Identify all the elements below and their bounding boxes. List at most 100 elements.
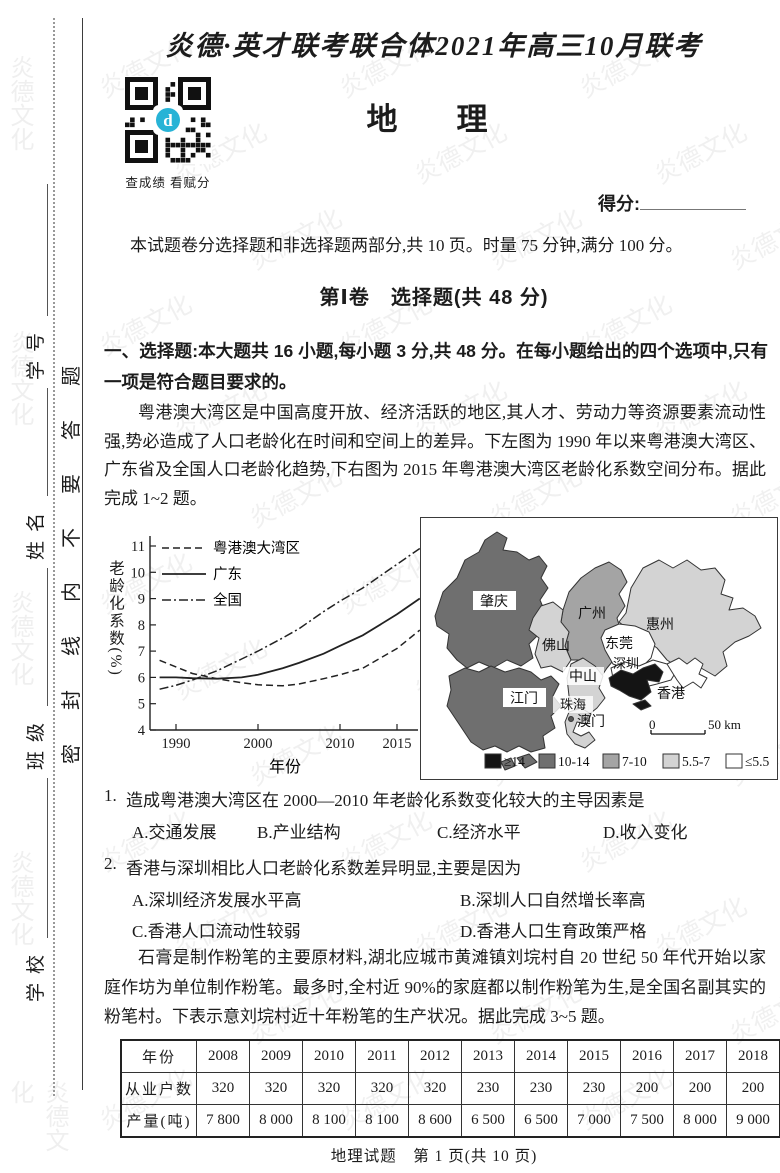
row-header: 从业户数 [120, 1072, 198, 1105]
score-blank-line[interactable] [640, 193, 746, 210]
table-cell: 320 [408, 1072, 463, 1105]
svg-text:珠海: 珠海 [560, 697, 586, 712]
option[interactable]: B.产业结构 [257, 823, 341, 842]
table-cell: 320 [355, 1072, 410, 1105]
svg-text:4: 4 [138, 723, 146, 739]
svg-text:≤5.5: ≤5.5 [745, 754, 770, 769]
series-national [159, 547, 421, 690]
svg-text:2015: 2015 [383, 736, 412, 752]
table-cell: 2017 [673, 1039, 728, 1073]
table-cell: 8 100 [355, 1104, 410, 1138]
qr-logo: d [153, 105, 183, 135]
section1-heading: 一、选择题:本大题共 16 小题,每小题 3 分,共 48 分。在每小题给出的四… [104, 341, 768, 392]
row-header: 年份 [120, 1039, 198, 1073]
svg-text:0: 0 [649, 717, 656, 732]
qr-block: d 查成绩 看赋分 [122, 76, 214, 191]
map-legend: ≥14 10-14 7-10 5.5-7 ≤5.5 [484, 753, 770, 769]
svg-text:6: 6 [138, 670, 145, 686]
table-cell: 2010 [302, 1039, 357, 1073]
svg-text:d: d [163, 111, 173, 130]
option[interactable]: A.深圳经济发展水平高 [132, 891, 302, 910]
svg-text:澳门: 澳门 [577, 714, 605, 730]
subject-title: 地 理 [366, 102, 502, 137]
question-2-stem: 香港与深圳相比人口老龄化系数差异明显,主要是因为 [126, 859, 522, 878]
option[interactable]: A.交通发展 [132, 823, 217, 842]
table-cell: 2012 [408, 1039, 463, 1073]
region-jiangmen-island [516, 753, 538, 769]
option[interactable]: D.香港人口生育政策严格 [460, 922, 647, 941]
y-ticks [150, 545, 156, 731]
table-cell: 2009 [249, 1039, 304, 1073]
svg-text:香港: 香港 [657, 686, 685, 702]
svg-text:中山: 中山 [569, 669, 597, 685]
seal-solid-line [82, 18, 83, 1090]
table-cell: 200 [673, 1072, 728, 1105]
table-cell: 320 [196, 1072, 251, 1105]
stimulus-paragraph-1: 粤港澳大湾区是中国高度开放、经济活跃的地区,其人才、劳动力等资源要素流动性强,势… [104, 403, 766, 508]
svg-text:2000: 2000 [244, 736, 273, 752]
question-2: 2. 香港与深圳相比人口老龄化系数差异明显,主要是因为 [104, 854, 770, 879]
field-class: 班级 [26, 713, 47, 770]
table-cell: 2018 [726, 1039, 780, 1073]
table-cell: 2011 [355, 1039, 410, 1073]
svg-text:东莞: 东莞 [605, 636, 633, 652]
table-cell: 8 100 [302, 1104, 357, 1138]
x-tick-labels: 1990 2000 2010 2015 [162, 736, 412, 752]
watermark-text-vertical: 炎德文化 [6, 1080, 67, 1152]
table-cell: 7 000 [567, 1104, 622, 1138]
table-cell: 320 [249, 1072, 304, 1105]
svg-text:9: 9 [138, 592, 145, 608]
table-cell: 230 [567, 1072, 622, 1105]
table-cell: 200 [726, 1072, 780, 1105]
region-huizhou [618, 559, 762, 679]
field-class-line[interactable] [43, 567, 48, 706]
table-cell: 8 600 [408, 1104, 463, 1138]
series-bay-area [159, 629, 421, 687]
svg-text:广东: 广东 [213, 566, 242, 583]
svg-text:江门: 江门 [510, 691, 538, 707]
region-hongkong [608, 663, 664, 701]
qr-caption: 查成绩 看赋分 [125, 176, 211, 190]
svg-text:1990: 1990 [162, 736, 191, 752]
table-cell: 200 [620, 1072, 675, 1105]
svg-text:8: 8 [138, 618, 145, 634]
svg-text:广州: 广州 [578, 606, 606, 622]
row-header: 产量(吨) [120, 1104, 198, 1138]
svg-text:5.5-7: 5.5-7 [682, 754, 710, 769]
qr-code: d [124, 76, 212, 164]
table-cell: 2014 [514, 1039, 569, 1073]
macau-dot [568, 716, 574, 722]
y-tick-labels: 4 5 6 7 8 9 10 11 [131, 539, 146, 739]
field-name-line[interactable] [43, 387, 48, 496]
option[interactable]: D.收入变化 [603, 823, 688, 842]
chalk-production-table: 年份 2008 2009 2010 2011 2012 2013 2014 2015 2016 20… [120, 1039, 780, 1138]
table-cell: 2013 [461, 1039, 516, 1073]
svg-text:7: 7 [138, 644, 145, 660]
option[interactable]: C.香港人口流动性较弱 [132, 922, 301, 941]
svg-text:惠州: 惠州 [646, 617, 674, 633]
svg-text:全国: 全国 [213, 591, 242, 609]
svg-text:10-14: 10-14 [558, 754, 590, 769]
stimulus-paragraph-2: 石膏是制作粉笔的主要原材料,湖北应城市黄滩镇刘垸村自 20 世纪 50 年代开始… [104, 948, 766, 1026]
region-jiangmen-island2 [500, 757, 516, 771]
table-cell: 2016 [620, 1039, 675, 1073]
option[interactable]: C.经济水平 [437, 823, 521, 842]
score-box: 得分: [598, 190, 774, 216]
svg-text:5: 5 [138, 697, 145, 713]
question-1-options: A.交通发展 B.产业结构 C.经济水平 D.收入变化 [104, 818, 770, 843]
part1-title: 第Ⅰ卷 选择题(共 48 分) [319, 287, 549, 309]
svg-text:佛山: 佛山 [542, 638, 570, 654]
table-cell: 320 [302, 1072, 357, 1105]
exam-title: 炎德·英才联考联合体2021年高三10月联考 [165, 31, 703, 61]
svg-text:肇庆: 肇庆 [480, 594, 508, 610]
region-jiangmen [446, 665, 562, 753]
option[interactable]: B.深圳人口自然增长率高 [460, 891, 646, 910]
question-1-stem: 造成粤港澳大湾区在 2000—2010 年老龄化系数变化较大的主导因素是 [126, 791, 645, 810]
page-footer: 地理试题 第 1 页(共 10 页) [330, 1148, 538, 1165]
question-2-options: A.深圳经济发展水平高 B.深圳人口自然增长率高 C.香港人口流动性较弱 D.香港人口… [104, 886, 770, 948]
region-coast-east [666, 657, 708, 689]
student-info-fields: 学校 班级 姓名 学号 [12, 42, 48, 1052]
question-2-number: 2. [104, 854, 117, 873]
field-school-line[interactable] [43, 777, 48, 938]
field-studentid-line[interactable] [43, 183, 48, 316]
